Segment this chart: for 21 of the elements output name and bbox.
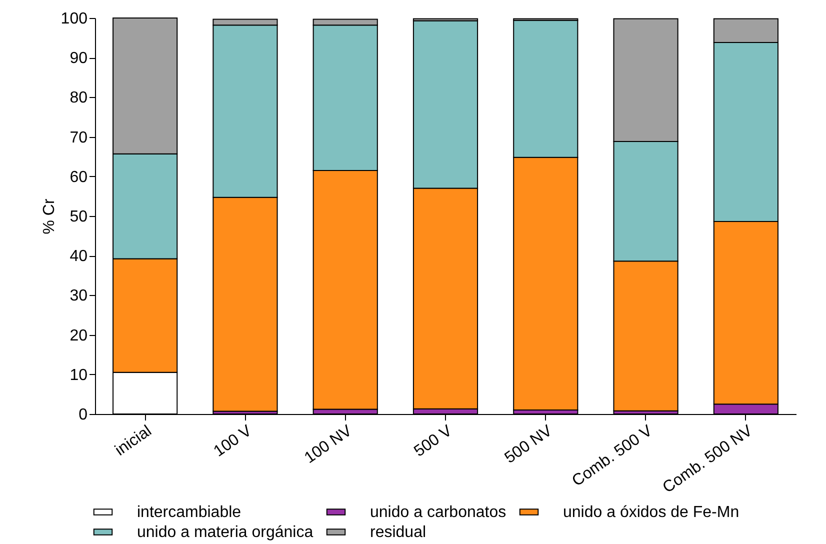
x-tick-label: 100 NV <box>302 422 356 468</box>
y-tick-label: 50 <box>70 208 88 226</box>
y-tick-label: 60 <box>70 168 88 186</box>
y-tick-label: 40 <box>70 248 88 266</box>
y-axis-title: % Cr <box>40 198 58 234</box>
x-tick-label: 500 V <box>411 422 456 460</box>
y-tick-label: 30 <box>70 288 88 305</box>
y-tick-label: 10 <box>70 366 88 384</box>
y-tick-label: 80 <box>70 90 88 107</box>
y-tick-label: 90 <box>70 50 88 68</box>
y-tick-label: 100 <box>60 10 88 28</box>
y-tick-label: 70 <box>70 129 88 146</box>
legend-label: unido a materia orgánica <box>137 524 314 541</box>
legend-label: unido a óxidos de Fe-Mn <box>563 504 740 521</box>
legend-label: intercambiable <box>137 504 242 521</box>
legend-label: residual <box>370 524 426 541</box>
legend-label: unido a carbonatos <box>370 504 506 521</box>
y-tick-label: 20 <box>70 327 88 344</box>
x-tick-label: 100 V <box>210 422 256 460</box>
x-tick-label: 500 NV <box>502 422 556 468</box>
y-tick-label: 0 <box>78 406 88 424</box>
